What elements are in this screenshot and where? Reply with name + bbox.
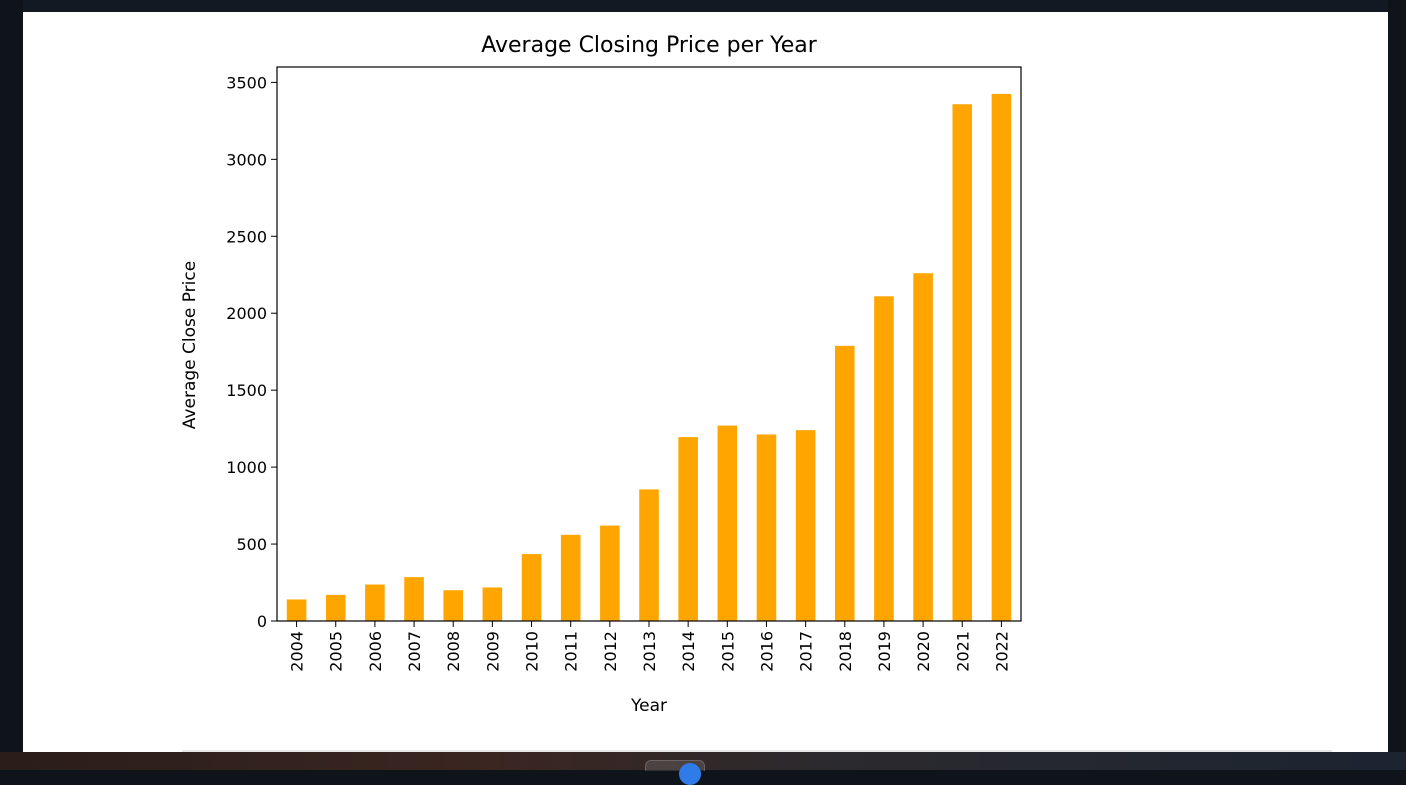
bar-2010 (521, 554, 542, 621)
x-tick-label: 2009 (483, 631, 502, 672)
x-tick-label: 2012 (601, 631, 620, 672)
bar-2013 (639, 489, 659, 621)
taskbar-app-button[interactable] (645, 760, 705, 771)
window-top-bar (0, 0, 1406, 12)
left-gutter (0, 0, 23, 752)
x-tick-label: 2006 (366, 631, 385, 672)
bar-2006 (365, 584, 385, 621)
y-tick-label: 1500 (226, 381, 267, 400)
x-axis-label: Year (630, 696, 667, 716)
x-tick-label: 2008 (444, 631, 463, 672)
y-tick-label: 500 (236, 535, 267, 554)
x-tick-label: 2005 (327, 631, 346, 672)
y-tick-label: 2000 (226, 304, 267, 323)
cell-output-panel (23, 12, 1388, 752)
x-tick-label: 2014 (679, 631, 698, 672)
y-tick-label: 1000 (226, 458, 267, 477)
output-divider (182, 750, 1332, 752)
bar-2009 (482, 587, 503, 621)
x-tick-label: 2019 (875, 631, 894, 672)
x-tick-label: 2013 (640, 631, 659, 672)
x-tick-label: 2010 (523, 631, 542, 672)
bar-2018 (835, 345, 855, 621)
y-axis: 0 500 1000 1500 2000 2500 3000 3500 (226, 73, 277, 631)
chart-title: Average Closing Price per Year (481, 33, 817, 58)
y-tick-label: 3000 (226, 150, 267, 169)
bar-2022 (991, 93, 1012, 622)
bar-2012 (600, 525, 620, 621)
bar-chart: Average Closing Price per Year 0 500 1000 1… (180, 33, 1022, 716)
x-tick-label: 2017 (797, 631, 816, 672)
bar-2004 (286, 599, 307, 621)
bar-2015 (717, 425, 738, 621)
bar-2017 (795, 430, 816, 621)
bar-2008 (443, 590, 463, 621)
bar-2005 (325, 594, 346, 621)
right-gutter (1388, 0, 1406, 752)
y-tick-label: 2500 (226, 227, 267, 246)
bar-2007 (404, 577, 424, 621)
x-tick-label: 2007 (405, 631, 424, 672)
x-tick-label: 2020 (914, 631, 933, 672)
y-tick-label: 3500 (226, 73, 267, 92)
x-tick-label: 2016 (757, 631, 776, 672)
plot-area-frame (276, 66, 1022, 622)
y-axis-label: Average Close Price (180, 261, 200, 429)
bar-2019 (874, 296, 894, 621)
x-tick-label: 2021 (953, 631, 972, 672)
bar-2020 (913, 273, 933, 621)
x-tick-label: 2018 (836, 631, 855, 672)
x-tick-label: 2011 (562, 631, 581, 672)
x-tick-label: 2004 (288, 631, 307, 672)
bar-2014 (678, 437, 698, 621)
x-tick-label: 2015 (718, 631, 737, 672)
bars-group (286, 93, 1012, 622)
bar-2011 (560, 534, 581, 621)
browser-icon[interactable] (679, 763, 701, 785)
bar-2016 (756, 434, 777, 621)
x-axis: 2004 2005 2006 2007 2008 2009 2010 2011 2012 2013… (288, 621, 1011, 672)
y-tick-label: 0 (257, 612, 267, 631)
x-tick-label: 2022 (992, 631, 1011, 672)
bar-2021 (952, 104, 973, 622)
